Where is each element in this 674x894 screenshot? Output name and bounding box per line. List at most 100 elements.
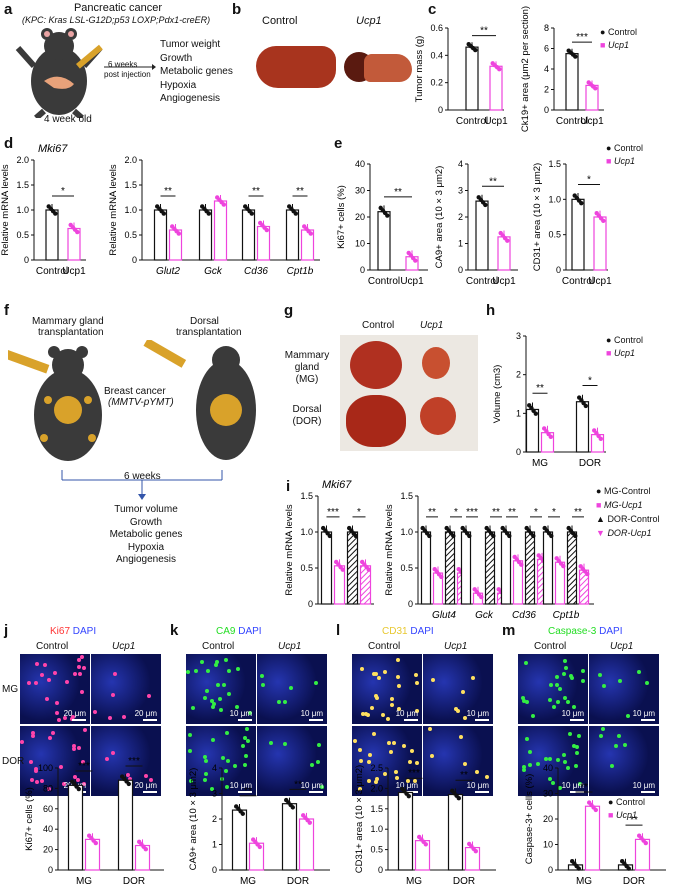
panel-label-a: a — [4, 1, 13, 18]
i2-data-point — [549, 533, 554, 539]
i2-y-tick-label: 1.5 — [400, 491, 413, 501]
l-stain-spot — [366, 759, 371, 764]
d2-y-tick-label: 1.0 — [124, 205, 137, 215]
j1-y-label: Ki67+ cells (%) — [24, 787, 35, 851]
j-stain-spot — [20, 739, 25, 744]
a-outcome: Tumor weight — [160, 39, 221, 50]
d1-y-tick-label: 1.5 — [16, 180, 29, 190]
i1-title: Mki67 — [322, 479, 352, 491]
k-stain-spot — [224, 657, 229, 662]
j-stain-spot — [39, 672, 44, 677]
h1-bar — [525, 408, 540, 453]
k-stain-spot — [188, 778, 193, 783]
k-stain-name: CA9 — [216, 626, 236, 637]
k-stain-spot — [225, 759, 230, 764]
j-stain-spot — [62, 715, 67, 720]
m1-y-tick-label: 0 — [548, 865, 553, 875]
j-stain-spot — [28, 760, 33, 765]
e2-y-tick-label: 4 — [458, 159, 463, 169]
c2-y-tick-label: 4 — [544, 64, 549, 74]
j1-data-point — [143, 846, 148, 852]
k-stain-spot — [205, 669, 210, 674]
i2-x-tick-label: Glut4 — [432, 610, 456, 621]
k-stain-spot — [213, 663, 218, 668]
j-stain-spot — [69, 717, 74, 722]
j-control-label: Control — [36, 641, 69, 652]
i1-y-label: Relative mRNA levels — [284, 504, 295, 596]
l1-bar — [447, 793, 464, 871]
m-stain-spot — [599, 734, 604, 739]
l-stain-spot — [394, 770, 399, 775]
l-stain-spot — [414, 760, 419, 765]
legend-e: ● Control ■ Ucp1 — [606, 143, 643, 166]
k-stain-spot — [233, 763, 238, 768]
c2-x-tick-label: Ucp1 — [580, 116, 604, 127]
d1-sig-label: * — [61, 186, 65, 197]
c1-bar — [489, 65, 503, 111]
j1-data-point — [76, 786, 82, 792]
d2-data-point — [221, 202, 226, 207]
l-stain-spot — [383, 669, 388, 674]
j-stain-spot — [54, 700, 59, 705]
legend-c: ● Control ■ Ucp1 — [600, 27, 637, 50]
k-stain-spot — [217, 696, 222, 701]
k1-bar — [231, 809, 248, 871]
k-stain-spot — [216, 683, 221, 688]
h1-x-tick-label: MG — [532, 458, 548, 469]
j-stain-spot — [76, 777, 81, 782]
m-stain-spot — [572, 744, 577, 749]
m-stain-spot — [571, 705, 576, 710]
m-stain-spot — [556, 700, 561, 705]
l-stain-spot — [377, 675, 382, 680]
j-stain-spot — [72, 746, 77, 751]
j-stain-spot — [47, 735, 52, 740]
m-scale-bar-label: 10 μm — [632, 781, 655, 790]
e3-bar — [571, 198, 585, 271]
m-stain-spot — [543, 756, 548, 761]
legend-ucp1: Ucp1 — [615, 810, 637, 820]
panel-label-j: j — [4, 622, 9, 639]
d1-data-point — [53, 211, 58, 216]
i1-bar — [346, 531, 359, 605]
j-stain-spot — [127, 777, 132, 782]
d2-x-tick-label: Glut2 — [156, 266, 180, 277]
d2-data-point — [249, 211, 254, 216]
h1-x-tick-label: DOR — [579, 458, 601, 469]
g-row2-line: (DOR) — [292, 416, 322, 427]
l-stain-spot — [410, 748, 415, 753]
e1-sig-label: ** — [394, 187, 402, 198]
k-micrograph: 10 μm — [257, 654, 327, 724]
l-stain-spot — [456, 709, 461, 714]
panel-label-h: h — [486, 302, 496, 319]
m-stain-spot — [536, 762, 541, 767]
k-stain-spot — [226, 669, 231, 674]
l-scale-bar-label: 10 μm — [466, 709, 489, 718]
m1-y-tick-label: 30 — [543, 789, 553, 799]
j1-bar — [117, 779, 134, 871]
j-stain-spot — [34, 768, 39, 773]
j-row-label: DOR — [2, 756, 25, 767]
j-stain-spot — [31, 734, 36, 739]
l-stain-spot — [463, 715, 468, 720]
j-dapi-name: DAPI — [70, 626, 97, 637]
j-stain-spot — [83, 727, 88, 732]
legend-mg-control: MG-Control — [603, 486, 651, 496]
j-scale-bar-label: 20 μm — [134, 709, 157, 718]
l-stain-spot — [396, 707, 401, 712]
i2-bar — [500, 531, 512, 605]
k-stain-spot — [241, 743, 246, 748]
d2-data-point — [264, 227, 269, 233]
k-stain-spot — [276, 700, 281, 704]
l-stain-spot — [396, 684, 401, 689]
j1-data-point — [93, 840, 99, 846]
i2-bar — [484, 531, 496, 605]
c1-sig-label: ** — [480, 26, 488, 37]
i2-data-point — [573, 533, 578, 539]
m-stain-spot — [600, 726, 605, 731]
i2-data-point — [467, 533, 472, 539]
j-stain-spot — [147, 693, 151, 698]
m-stain-spot — [575, 750, 580, 755]
k1-data-point — [257, 844, 262, 850]
m-scale-bar-label: 10 μm — [632, 709, 655, 718]
d2-y-tick-label: 1.5 — [124, 180, 137, 190]
